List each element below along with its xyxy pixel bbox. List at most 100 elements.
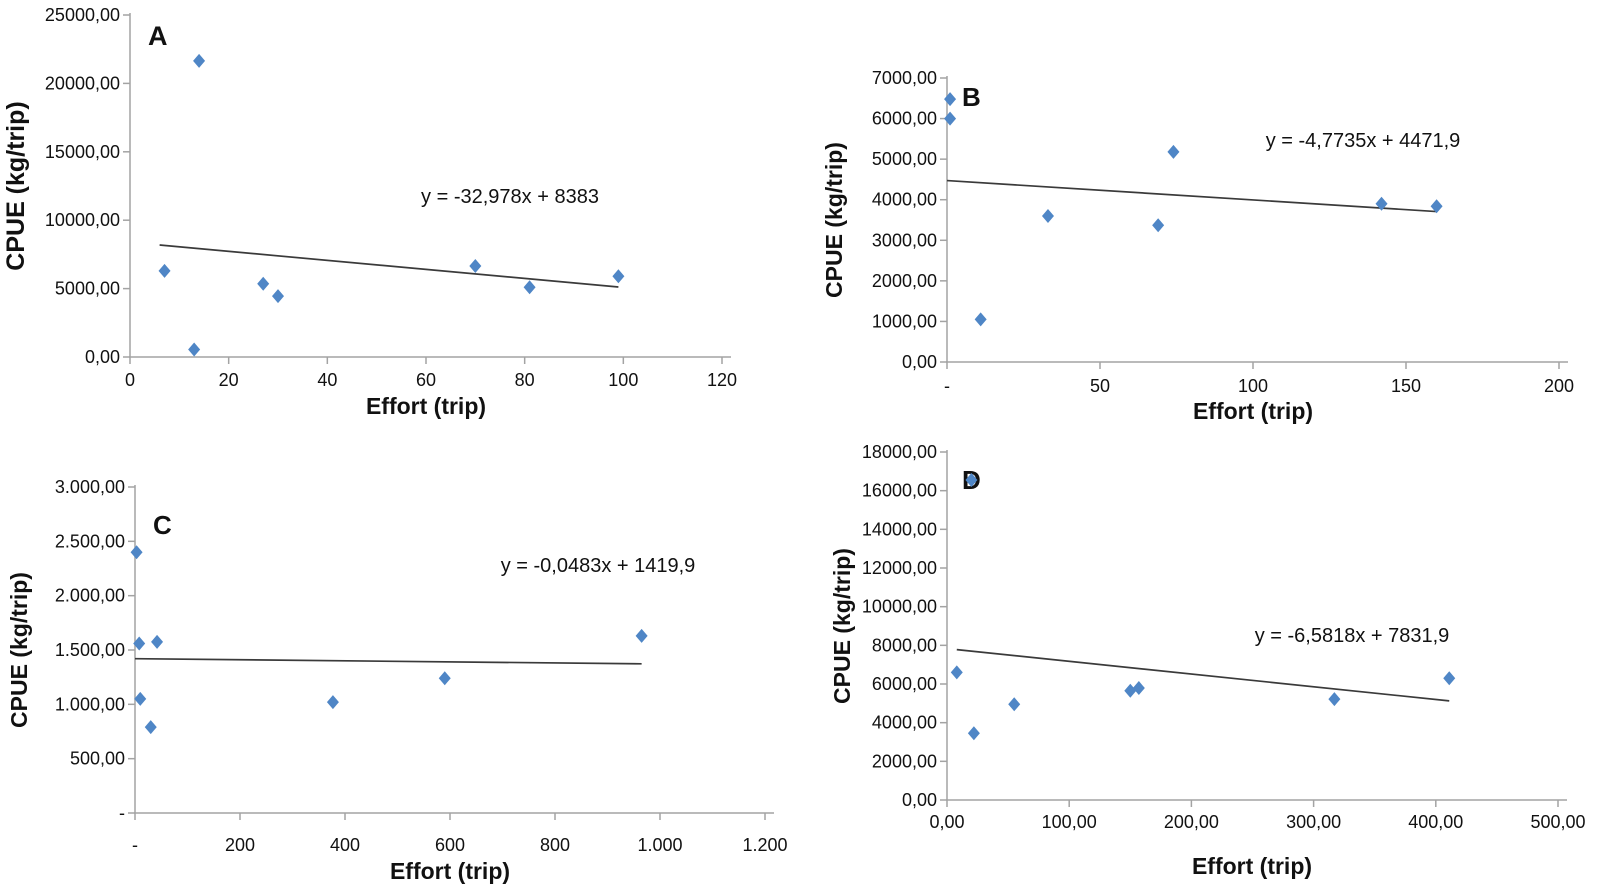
y-tick-label: 6000,00 (872, 674, 937, 694)
y-tick-label: 1.000,00 (55, 694, 125, 714)
y-tick-label: 7000,00 (872, 68, 937, 88)
x-axis-title: Effort (trip) (366, 393, 486, 419)
y-tick-label: 4000,00 (872, 713, 937, 733)
y-tick-label: 10000,00 (45, 210, 120, 230)
x-tick-label: 600 (435, 835, 465, 855)
x-tick-label: 50 (1090, 376, 1110, 396)
y-tick-label: 6000,00 (872, 109, 937, 129)
data-point (523, 280, 536, 295)
data-point (257, 276, 270, 291)
x-tick-label: 1.000 (637, 835, 682, 855)
data-point (188, 342, 201, 357)
y-tick-label: 8000,00 (872, 635, 937, 655)
data-point (1443, 671, 1456, 686)
y-tick-label: 10000,00 (862, 597, 937, 617)
data-point (1008, 697, 1021, 712)
data-point (1124, 683, 1137, 698)
y-tick-label: 2000,00 (872, 271, 937, 291)
data-point (193, 53, 206, 68)
trendline-equation-label: y = -32,978x + 8383 (421, 186, 599, 208)
y-tick-label: 0,00 (902, 352, 937, 372)
data-point (133, 636, 146, 651)
x-tick-label: 400,00 (1408, 812, 1463, 832)
x-tick-label: 300,00 (1286, 812, 1341, 832)
y-tick-label: 3000,00 (872, 230, 937, 250)
x-tick-label: - (944, 376, 950, 396)
y-tick-label: 2.000,00 (55, 586, 125, 606)
data-point (438, 671, 451, 686)
y-axis-title: CPUE (kg/trip) (6, 572, 32, 728)
y-tick-label: 12000,00 (862, 558, 937, 578)
data-point (272, 289, 284, 304)
data-point (326, 695, 339, 710)
data-point (950, 665, 963, 680)
panel-label: B (962, 82, 981, 112)
x-tick-label: 200 (225, 835, 255, 855)
y-axis-title: CPUE (kg/trip) (2, 101, 30, 270)
x-tick-label: 400 (330, 835, 360, 855)
data-point (944, 92, 957, 107)
x-axis-title: Effort (trip) (1192, 853, 1312, 879)
y-tick-label: 2000,00 (872, 751, 937, 771)
x-tick-label: 100,00 (1042, 812, 1097, 832)
y-tick-label: 5000,00 (55, 279, 120, 299)
y-tick-label: 0,00 (902, 790, 937, 810)
data-point (965, 473, 978, 488)
x-tick-label: 200,00 (1164, 812, 1219, 832)
y-tick-label: 15000,00 (45, 142, 120, 162)
x-tick-label: 60 (416, 370, 436, 390)
x-tick-label: 500,00 (1530, 812, 1585, 832)
y-tick-label: 16000,00 (862, 481, 937, 501)
data-point (1041, 208, 1054, 223)
x-tick-label: 40 (317, 370, 337, 390)
data-point (974, 312, 987, 327)
x-tick-label: - (132, 835, 138, 855)
y-tick-label: 18000,00 (862, 442, 937, 462)
y-tick-label: 14000,00 (862, 519, 937, 539)
trendline (134, 657, 642, 665)
y-tick-label: - (119, 803, 125, 823)
panel-label: C (153, 510, 172, 540)
chart-panel-D: 0,00 2000,00 4000,00 6000,00 8000,00 10000,00… (829, 442, 1586, 879)
x-tick-label: 100 (608, 370, 638, 390)
y-tick-label: 1.500,00 (55, 640, 125, 660)
data-point (612, 269, 625, 284)
data-point (1132, 681, 1145, 696)
data-point (151, 634, 164, 649)
data-point (130, 545, 143, 560)
trendline (956, 648, 1450, 702)
trendline-equation-label: y = -4,7735x + 4471,9 (1266, 130, 1461, 152)
data-point (635, 628, 648, 643)
data-point (1328, 692, 1341, 707)
data-point (1375, 196, 1388, 211)
data-point (967, 726, 980, 741)
trendline-equation-label: y = -6,5818x + 7831,9 (1255, 625, 1450, 647)
x-tick-label: 120 (707, 370, 737, 390)
y-tick-label: 0,00 (85, 347, 120, 367)
y-tick-label: 5000,00 (872, 149, 937, 169)
x-axis-title: Effort (trip) (390, 858, 510, 884)
data-point (1152, 218, 1165, 233)
panel-label: A (148, 21, 168, 51)
y-tick-label: 25000,00 (45, 5, 120, 25)
y-axis-title: CPUE (kg/trip) (829, 548, 855, 704)
x-axis-title: Effort (trip) (1193, 398, 1313, 424)
trendline (946, 179, 1437, 213)
y-tick-label: 20000,00 (45, 73, 120, 93)
x-tick-label: 100 (1238, 376, 1268, 396)
chart-panel-A: 0,00 5000,00 10000,00 15000,00 20000,00 25000… (2, 5, 737, 419)
x-tick-label: 80 (515, 370, 535, 390)
chart-panel-C: - 500,00 1.000,00 1.500,00 2.000,00 2.500,00 3… (6, 477, 788, 884)
data-point (134, 691, 147, 706)
data-point (469, 259, 482, 274)
x-tick-label: 150 (1391, 376, 1421, 396)
x-tick-label: 0 (125, 370, 135, 390)
x-tick-label: 0,00 (929, 812, 964, 832)
y-tick-label: 1000,00 (872, 311, 937, 331)
y-axis-title: CPUE (kg/trip) (821, 142, 847, 298)
y-tick-label: 3.000,00 (55, 477, 125, 497)
x-tick-label: 200 (1544, 376, 1574, 396)
x-tick-label: 20 (219, 370, 239, 390)
